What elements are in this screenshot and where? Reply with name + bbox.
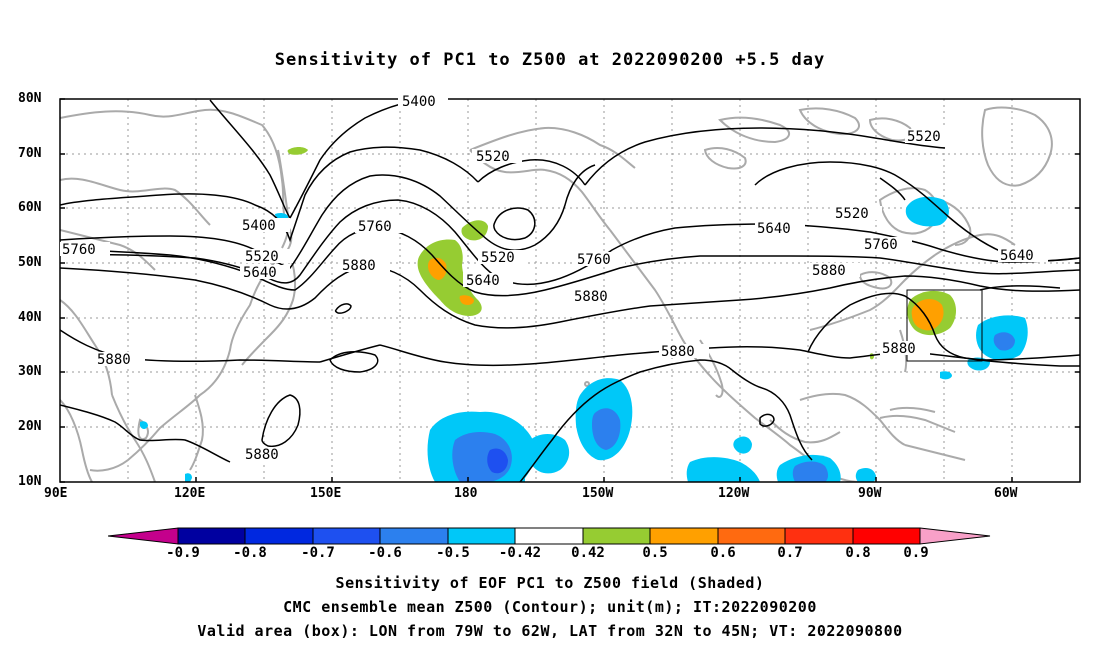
- gridlines: [60, 99, 1080, 482]
- lon-label: 120W: [718, 486, 750, 501]
- contour-label: 5880: [574, 289, 608, 305]
- lat-label: 80N: [18, 91, 42, 106]
- contour-label: 5880: [882, 341, 916, 357]
- z500-contours: [60, 99, 1080, 482]
- caption-line-3: Valid area (box): LON from 79W to 62W, L…: [197, 622, 903, 640]
- colorbar-end-high: [919, 527, 991, 545]
- colorbar-label: -0.5: [436, 545, 470, 561]
- contour-label: 5640: [466, 273, 500, 289]
- contour-label: 5640: [1000, 248, 1034, 264]
- colorbar-seg: [244, 527, 314, 545]
- colorbar-label: 0.9: [903, 545, 929, 561]
- contour-label: 5760: [577, 252, 611, 268]
- map-frame: [59, 98, 1081, 483]
- contour-label: 5880: [812, 263, 846, 279]
- caption-line-2: CMC ensemble mean Z500 (Contour); unit(m…: [283, 598, 817, 616]
- ticks: [60, 98, 1080, 483]
- lat-label: 20N: [18, 419, 42, 434]
- caption-line-1: Sensitivity of EOF PC1 to Z500 field (Sh…: [335, 574, 765, 592]
- lat-label: 50N: [18, 255, 42, 270]
- colorbar-label: -0.9: [166, 545, 200, 561]
- contour-label: 5520: [476, 149, 510, 165]
- colorbar-end-low: [108, 527, 179, 545]
- contour-label: 5520: [835, 206, 869, 222]
- colorbar-seg: [514, 527, 584, 545]
- lat-label: 40N: [18, 310, 42, 325]
- lon-label: 180: [454, 486, 478, 501]
- colorbar-seg: [717, 527, 786, 545]
- colorbar-seg: [312, 527, 381, 545]
- colorbar-label: -0.7: [301, 545, 335, 561]
- contour-label: 5640: [757, 221, 791, 237]
- colorbar-seg: [649, 527, 719, 545]
- contour-label: 5760: [864, 237, 898, 253]
- sensitivity-shading: [140, 147, 1028, 482]
- lon-label: 90W: [858, 486, 882, 501]
- contour-label: 5400: [242, 218, 276, 234]
- colorbar-seg: [784, 527, 854, 545]
- colorbar-label: 0.6: [710, 545, 736, 561]
- colorbar-label: 0.5: [642, 545, 668, 561]
- contour-label: 5880: [342, 258, 376, 274]
- lat-label: 30N: [18, 364, 42, 379]
- lon-label: 150W: [582, 486, 614, 501]
- contour-label: 5880: [661, 344, 695, 360]
- lat-label: 60N: [18, 200, 42, 215]
- colorbar-seg: [447, 527, 516, 545]
- contour-label: 5640: [243, 265, 277, 281]
- colorbar: [108, 527, 991, 545]
- lon-label: 90E: [44, 486, 68, 501]
- colorbar-seg: [177, 527, 246, 545]
- colorbar-label: 0.8: [845, 545, 871, 561]
- lat-label: 10N: [18, 474, 42, 489]
- contour-label: 5520: [907, 129, 941, 145]
- colorbar-label: -0.8: [233, 545, 267, 561]
- lon-label: 120E: [174, 486, 206, 501]
- colorbar-seg: [582, 527, 651, 545]
- lon-label: 60W: [994, 486, 1018, 501]
- contour-labels: 5400 5520 5520 5520 5400 5760 5640 5760 …: [60, 94, 1048, 463]
- colorbar-seg: [379, 527, 449, 545]
- coastlines: [60, 106, 1053, 482]
- contour-label: 5760: [62, 242, 96, 258]
- contour-label: 5880: [245, 447, 279, 463]
- contour-label: 5760: [358, 219, 392, 235]
- lon-label: 150E: [310, 486, 342, 501]
- chart-title: Sensitivity of PC1 to Z500 at 2022090200…: [274, 50, 826, 70]
- contour-label: 5880: [97, 352, 131, 368]
- contour-label: 5520: [481, 250, 515, 266]
- colorbar-label: -0.6: [368, 545, 402, 561]
- contour-label: 5400: [402, 94, 436, 110]
- colorbar-label: 0.42: [571, 545, 605, 561]
- colorbar-label: 0.7: [777, 545, 803, 561]
- colorbar-label: -0.42: [498, 545, 542, 561]
- colorbar-seg: [852, 527, 921, 545]
- lat-label: 70N: [18, 146, 42, 161]
- valid-area-box: [906, 289, 983, 362]
- contour-label: 5520: [245, 249, 279, 265]
